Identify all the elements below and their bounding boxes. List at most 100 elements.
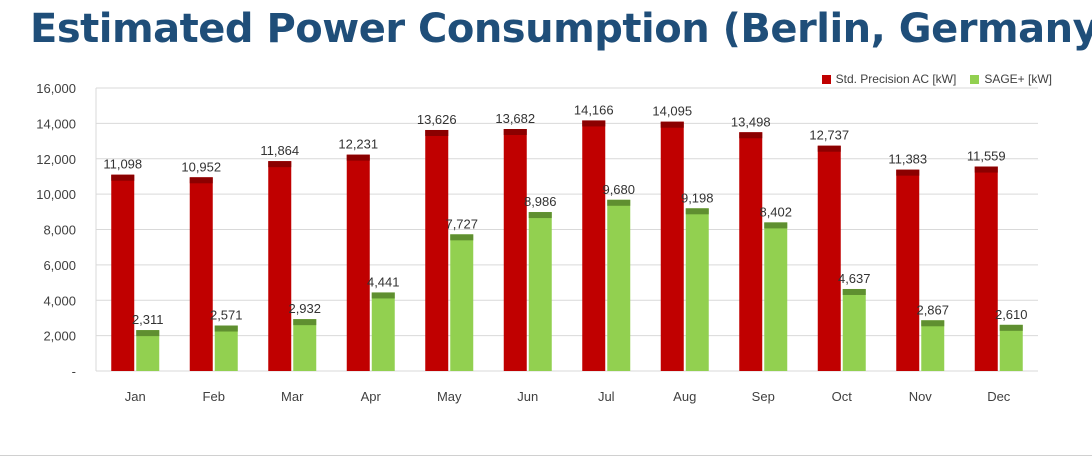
bar-sage-cap <box>607 199 631 206</box>
bar-std-precision <box>268 161 292 371</box>
bar-std-precision-cap <box>346 154 370 161</box>
bar-std-precision <box>346 154 370 371</box>
bar-std-precision <box>111 174 135 371</box>
x-tick-label: Nov <box>909 389 933 404</box>
bar-std-precision-cap <box>425 129 449 136</box>
bar-std-precision-cap <box>268 161 292 168</box>
y-tick-label: 4,000 <box>43 293 76 308</box>
bar-std-precision-cap <box>739 132 763 139</box>
bar-std-precision <box>817 145 841 371</box>
bar-std-precision <box>739 132 763 371</box>
x-tick-label: Apr <box>361 389 382 404</box>
bar-sage <box>921 320 945 371</box>
legend-label-sage: SAGE+ [kW] <box>984 72 1052 86</box>
bar-std-precision-cap <box>974 166 998 173</box>
data-label-std-precision: 13,682 <box>495 111 535 126</box>
bar-std-precision-cap <box>503 128 527 135</box>
data-label-sage: 2,571 <box>210 308 243 323</box>
bar-sage <box>371 292 395 371</box>
y-tick-label: 8,000 <box>43 223 76 238</box>
bar-sage-cap <box>764 222 788 229</box>
legend-swatch-sage <box>970 74 980 84</box>
bar-sage-cap <box>450 234 474 241</box>
data-label-std-precision: 13,626 <box>417 112 457 127</box>
bar-sage-cap <box>528 212 552 219</box>
x-tick-label: Oct <box>832 389 853 404</box>
data-label-sage: 7,727 <box>445 216 478 231</box>
bar-std-precision-cap <box>582 120 606 127</box>
data-label-sage: 8,402 <box>759 204 792 219</box>
bar-std-precision-cap <box>817 145 841 152</box>
chart-title: Estimated Power Consumption (Berlin, Ger… <box>30 6 1092 52</box>
x-tick-label: May <box>437 389 462 404</box>
bar-sage-cap <box>371 292 395 299</box>
bar-sage <box>450 234 474 371</box>
bar-sage <box>293 319 317 371</box>
bar-std-precision <box>974 166 998 371</box>
data-label-sage: 2,867 <box>916 302 949 317</box>
legend-item-sage: SAGE+ [kW] <box>970 72 1052 86</box>
legend-item-std: Std. Precision AC [kW] <box>821 72 957 86</box>
data-label-sage: 4,637 <box>838 271 871 286</box>
data-label-std-precision: 14,095 <box>652 104 692 119</box>
bar-std-precision <box>189 177 213 371</box>
y-tick-label: 6,000 <box>43 258 76 273</box>
y-tick-label: 14,000 <box>36 116 76 131</box>
x-tick-label: Jan <box>125 389 146 404</box>
bottom-divider <box>0 455 1092 456</box>
data-label-std-precision: 11,098 <box>103 157 142 172</box>
legend: Std. Precision AC [kW] SAGE+ [kW] <box>821 72 1052 86</box>
bar-sage-cap <box>136 330 160 337</box>
data-label-sage: 9,680 <box>602 182 635 197</box>
bar-sage <box>214 325 238 371</box>
x-tick-label: Mar <box>281 389 304 404</box>
bar-std-precision <box>425 129 449 371</box>
data-label-sage: 2,311 <box>132 312 164 327</box>
bar-std-precision <box>582 120 606 371</box>
x-tick-label: Dec <box>987 389 1011 404</box>
bar-sage-cap <box>842 288 866 295</box>
y-tick-label: 12,000 <box>36 152 76 167</box>
x-tick-label: Jun <box>517 389 538 404</box>
bar-sage <box>999 324 1023 371</box>
data-label-std-precision: 12,231 <box>338 137 378 152</box>
bar-sage-cap <box>685 208 709 215</box>
bar-std-precision-cap <box>189 177 213 184</box>
bar-std-precision <box>896 169 920 371</box>
y-tick-label: - <box>72 364 76 379</box>
bar-sage <box>764 222 788 371</box>
bar-sage <box>528 212 552 371</box>
x-tick-label: Feb <box>203 389 225 404</box>
data-label-std-precision: 10,952 <box>181 159 221 174</box>
x-tick-label: Aug <box>673 389 696 404</box>
x-tick-label: Jul <box>598 389 615 404</box>
bar-std-precision <box>503 128 527 371</box>
bar-sage <box>136 330 160 371</box>
bar-sage-cap <box>999 324 1023 331</box>
bar-sage-cap <box>293 319 317 326</box>
data-label-sage: 2,610 <box>995 307 1028 322</box>
data-label-std-precision: 14,166 <box>574 102 614 117</box>
bar-sage-cap <box>214 325 238 332</box>
y-tick-label: 10,000 <box>36 187 76 202</box>
data-label-sage: 2,932 <box>288 301 321 316</box>
bar-sage <box>607 199 631 371</box>
data-label-sage: 9,198 <box>681 190 714 205</box>
data-label-std-precision: 11,864 <box>260 143 299 158</box>
x-tick-label: Sep <box>752 389 775 404</box>
bar-sage <box>685 208 709 371</box>
data-label-std-precision: 11,559 <box>967 149 1006 164</box>
bar-sage <box>842 288 866 371</box>
legend-label-std: Std. Precision AC [kW] <box>835 72 957 86</box>
bar-std-precision-cap <box>111 174 135 181</box>
data-label-std-precision: 13,498 <box>731 114 771 129</box>
y-tick-label: 2,000 <box>43 329 76 344</box>
bar-sage-cap <box>921 320 945 327</box>
bar-std-precision <box>660 121 684 371</box>
bar-std-precision-cap <box>896 169 920 176</box>
data-label-sage: 8,986 <box>524 194 557 209</box>
data-label-std-precision: 12,737 <box>809 128 849 143</box>
legend-swatch-std <box>821 74 831 84</box>
bar-std-precision-cap <box>660 121 684 128</box>
